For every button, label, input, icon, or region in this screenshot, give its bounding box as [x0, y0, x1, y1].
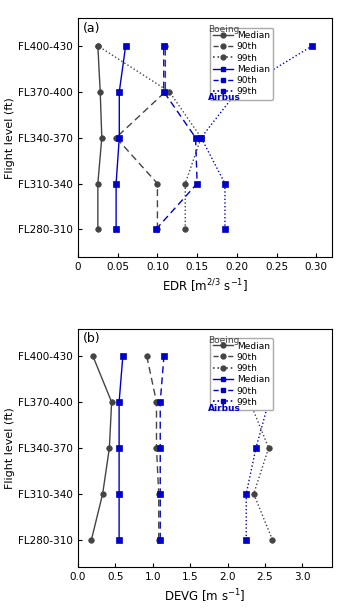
Text: Airbus: Airbus	[207, 93, 240, 102]
Text: (b): (b)	[83, 332, 101, 345]
X-axis label: EDR [m$^{2/3}$ s$^{-1}$]: EDR [m$^{2/3}$ s$^{-1}$]	[162, 278, 248, 295]
Text: Airbus: Airbus	[207, 404, 240, 413]
Y-axis label: Flight level (ft): Flight level (ft)	[5, 407, 16, 489]
Text: (a): (a)	[83, 22, 101, 35]
Text: Boeing: Boeing	[207, 26, 239, 34]
Legend: Median, 90th, 99th, Median, 90th, 99th: Median, 90th, 99th, Median, 90th, 99th	[210, 27, 273, 100]
X-axis label: DEVG [m s$^{-1}$]: DEVG [m s$^{-1}$]	[164, 587, 246, 605]
Y-axis label: Flight level (ft): Flight level (ft)	[5, 97, 16, 179]
Legend: Median, 90th, 99th, Median, 90th, 99th: Median, 90th, 99th, Median, 90th, 99th	[210, 338, 273, 411]
Text: Boeing: Boeing	[207, 336, 239, 345]
